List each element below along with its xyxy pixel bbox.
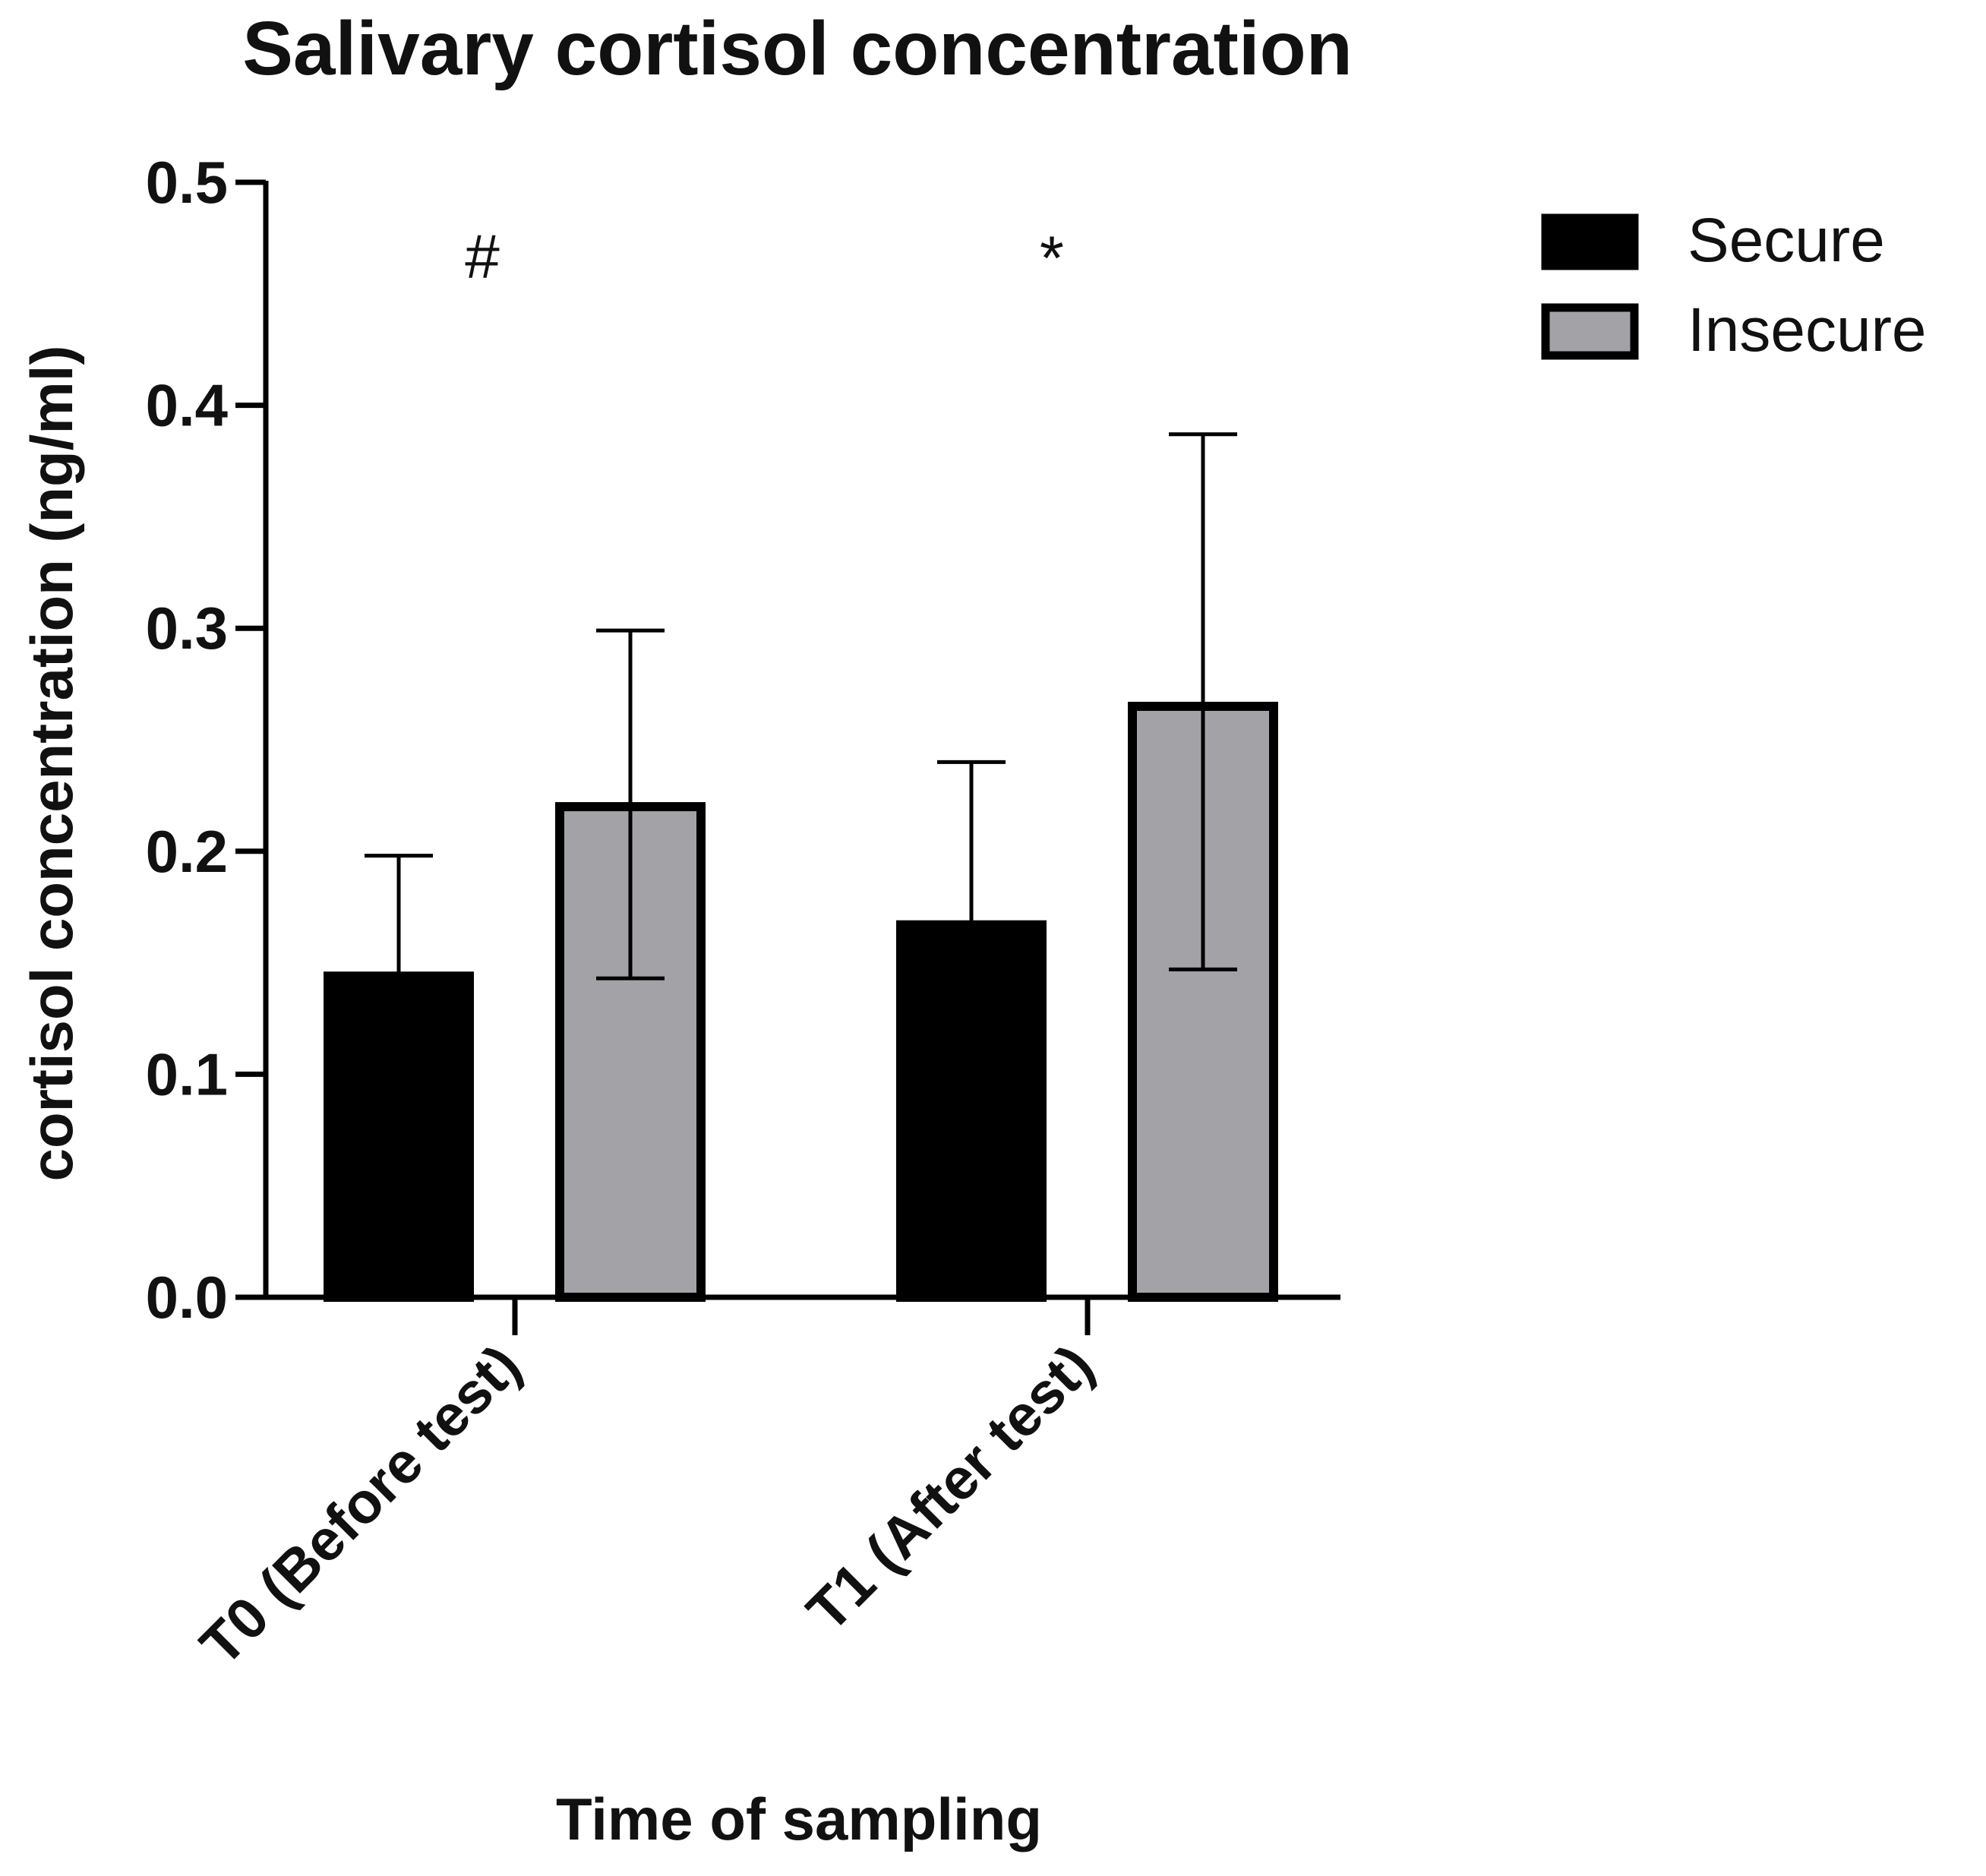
y-tick-label: 0.3 [146, 595, 228, 662]
x-axis-title: Time of sampling [556, 1786, 1042, 1852]
significance-marker: * [1040, 224, 1064, 293]
y-tick-label: 0.0 [146, 1264, 228, 1331]
legend: Secure Insecure [1541, 206, 1927, 365]
significance-marker: # [465, 223, 500, 292]
x-tick-label: T0 (Before test) [188, 1333, 533, 1678]
legend-swatch-insecure [1541, 303, 1639, 360]
legend-swatch-secure [1541, 213, 1639, 270]
x-tick-label: T1 (After test) [795, 1333, 1106, 1644]
y-tick-label: 0.4 [146, 372, 228, 439]
legend-label-secure: Secure [1688, 206, 1885, 275]
bar-secure-2 [896, 920, 1047, 1302]
chart-title: Salivary cortisol concentration [242, 6, 1353, 91]
y-tick-label: 0.2 [146, 818, 228, 885]
y-tick-label: 0.1 [146, 1041, 228, 1107]
bar-secure-1 [324, 971, 474, 1302]
y-axis-title: cortisol concentration (ng/ml) [18, 346, 85, 1182]
y-tick-label: 0.5 [146, 149, 228, 216]
legend-label-insecure: Insecure [1688, 295, 1927, 365]
plot-area: 0.0 0.1 0.2 0.3 0.4 0.5 T0 (Before test) T1 (Af… [146, 149, 1340, 1678]
